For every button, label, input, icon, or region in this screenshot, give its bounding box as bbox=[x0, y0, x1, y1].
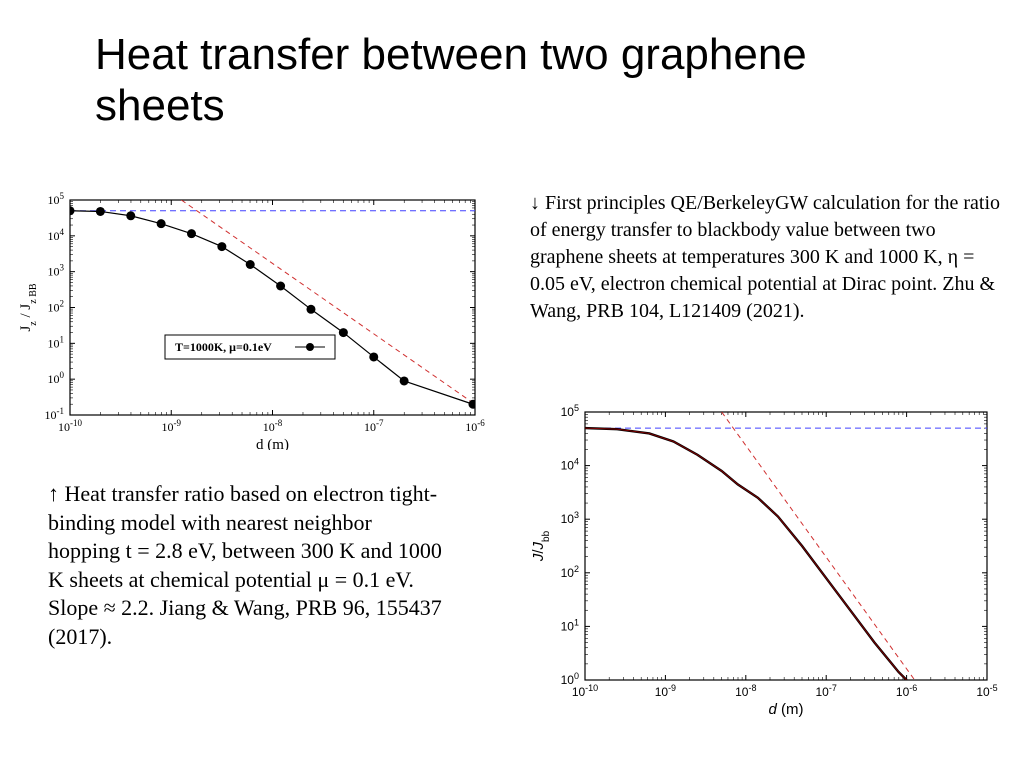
svg-text:103: 103 bbox=[48, 263, 65, 279]
caption-left: ↑ Heat transfer ratio based on electron … bbox=[48, 480, 448, 652]
svg-text:10-9: 10-9 bbox=[162, 418, 182, 434]
caption-right: ↓ First principles QE/BerkeleyGW calcula… bbox=[530, 190, 1005, 325]
svg-text:105: 105 bbox=[48, 191, 65, 207]
svg-text:J/Jbb: J/Jbb bbox=[530, 530, 552, 562]
svg-text:10-10: 10-10 bbox=[572, 683, 598, 699]
svg-text:101: 101 bbox=[561, 617, 579, 633]
svg-text:102: 102 bbox=[561, 564, 579, 580]
svg-text:T=1000K, μ=0.1eV: T=1000K, μ=0.1eV bbox=[175, 340, 272, 354]
page-title: Heat transfer between two graphene sheet… bbox=[95, 30, 915, 131]
svg-text:10-9: 10-9 bbox=[655, 683, 676, 699]
svg-text:101: 101 bbox=[48, 334, 65, 350]
svg-text:104: 104 bbox=[48, 227, 65, 243]
svg-text:10-10: 10-10 bbox=[58, 418, 82, 434]
svg-text:10-6: 10-6 bbox=[465, 418, 485, 434]
svg-text:d (m): d (m) bbox=[769, 701, 804, 718]
chart-left: 10-110010110210310410510-1010-910-810-71… bbox=[15, 190, 485, 450]
svg-text:10-7: 10-7 bbox=[816, 683, 837, 699]
svg-text:10-8: 10-8 bbox=[735, 683, 756, 699]
svg-text:105: 105 bbox=[561, 403, 579, 419]
svg-text:10-8: 10-8 bbox=[263, 418, 283, 434]
chart-right: 10010110210310410510-1010-910-810-710-61… bbox=[525, 400, 1005, 720]
svg-text:104: 104 bbox=[561, 457, 579, 473]
svg-text:102: 102 bbox=[48, 299, 65, 315]
svg-text:Jz / Jz BB: Jz / Jz BB bbox=[18, 283, 39, 331]
svg-text:10-7: 10-7 bbox=[364, 418, 384, 434]
svg-text:10-5: 10-5 bbox=[976, 683, 997, 699]
svg-text:100: 100 bbox=[48, 370, 65, 386]
svg-text:103: 103 bbox=[561, 510, 579, 526]
svg-text:d (m): d (m) bbox=[256, 437, 289, 450]
svg-text:10-6: 10-6 bbox=[896, 683, 917, 699]
